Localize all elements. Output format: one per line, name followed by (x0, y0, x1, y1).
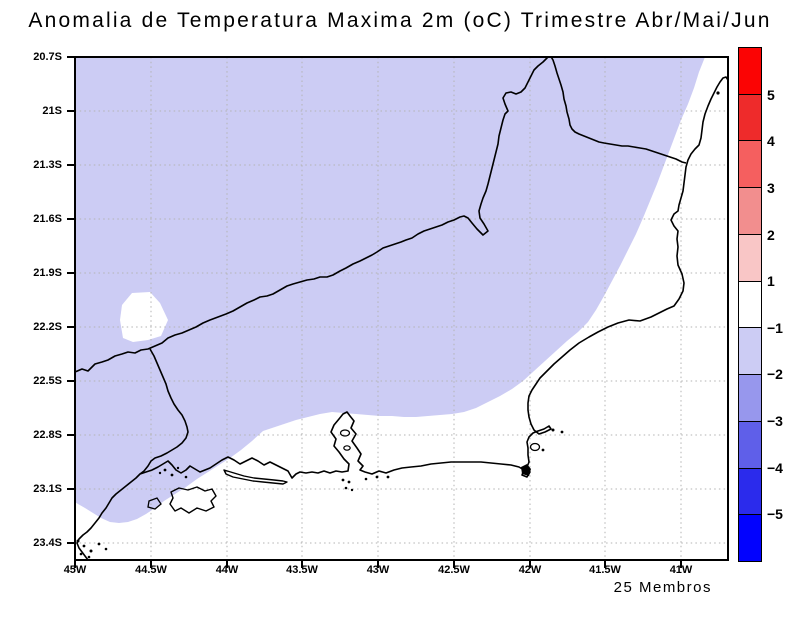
colorbar-tick-label: 4 (767, 133, 775, 150)
lat-tick-label: 20.7S (33, 51, 62, 63)
lat-tick-label: 22.2S (33, 321, 62, 333)
lat-tick-label: 23.1S (33, 483, 62, 495)
colorbar (738, 47, 762, 562)
colorbar-segment (739, 515, 761, 562)
plot-frame (74, 56, 729, 561)
colorbar-tick-label: −1 (767, 319, 783, 336)
ilha-grande-island (169, 486, 217, 514)
coastline (76, 76, 728, 560)
coastal-lagoon (529, 442, 541, 452)
colorbar-tick-label: 3 (767, 179, 775, 196)
colorbar-segment (739, 141, 761, 189)
colorbar-segment (739, 281, 761, 329)
state-border-southwest (139, 348, 189, 475)
lat-tick-label: 21.9S (33, 267, 62, 279)
colorbar-segment (739, 468, 761, 516)
colorbar-segment (739, 94, 761, 142)
lon-tick-label: 42.5W (438, 564, 470, 576)
plot-title: Anomalia de Temperatura Maxima 2m (oC) T… (28, 9, 772, 32)
small-island-west (147, 497, 162, 510)
colorbar-segment (739, 48, 761, 95)
colorbar-tick-label: 5 (767, 86, 775, 103)
colorbar-tick-label: −5 (767, 506, 783, 523)
state-border-north (75, 57, 687, 373)
bay-island-2 (343, 445, 351, 451)
lat-tick-label: 21.3S (33, 159, 62, 171)
ensemble-members-note: 25 Membros (613, 579, 712, 596)
bay-island (339, 429, 351, 437)
cabo-frio-cape (521, 464, 531, 476)
colorbar-tick-label: −3 (767, 413, 783, 430)
colorbar-tick-label: 2 (767, 226, 775, 243)
marambaia-spit (223, 469, 288, 485)
lon-tick-label: 44W (215, 564, 239, 576)
axis-ticks (67, 56, 682, 568)
islet-dots (76, 91, 720, 559)
lon-tick-label: 42W (518, 564, 542, 576)
colorbar-segment (739, 328, 761, 376)
lat-tick-label: 22.8S (33, 429, 62, 441)
lon-tick-label: 41W (669, 564, 693, 576)
lon-tick-label: 45W (63, 564, 87, 576)
colorbar-tick-label: −4 (767, 459, 783, 476)
lon-tick-label: 41.5W (589, 564, 621, 576)
lon-tick-label: 44.5W (135, 564, 167, 576)
colorbar-segment (739, 234, 761, 282)
colorbar-segment (739, 375, 761, 422)
colorbar-tick-label: 1 (767, 273, 775, 290)
lat-tick-label: 21.6S (33, 213, 62, 225)
lat-tick-label: 22.5S (33, 375, 62, 387)
lat-tick-label: 23.4S (33, 537, 62, 549)
lat-tick-label: 21S (42, 105, 62, 117)
shaded-anomaly-region (75, 57, 705, 523)
colorbar-tick-label: −2 (767, 366, 783, 383)
lon-tick-label: 43W (366, 564, 390, 576)
colorbar-segment (739, 421, 761, 469)
colorbar-segment (739, 188, 761, 235)
shading-hole (120, 292, 168, 342)
lon-tick-label: 43.5W (286, 564, 318, 576)
